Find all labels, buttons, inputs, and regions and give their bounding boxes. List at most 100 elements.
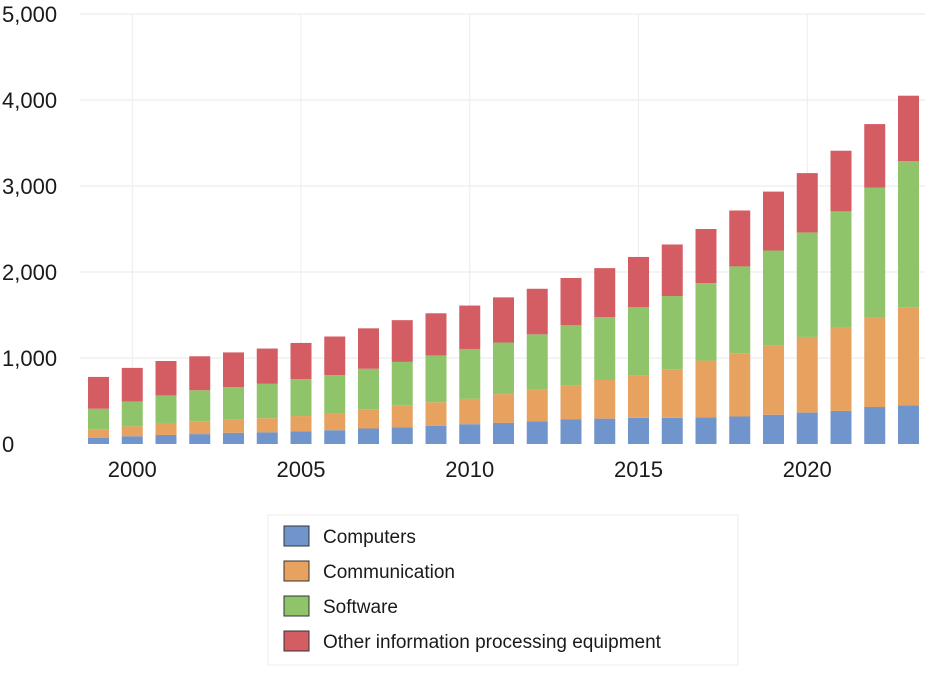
- bar-segment: [560, 419, 582, 444]
- bar-segment: [88, 408, 109, 430]
- x-tick-label: 2015: [614, 457, 663, 482]
- bar-segment: [493, 297, 514, 343]
- bar-segment: [594, 418, 616, 444]
- bar-segment: [796, 173, 818, 233]
- bar-segment: [256, 383, 278, 419]
- x-axis-ticks: 2000 2005 2010 2015 2020: [108, 457, 832, 482]
- bar-segment: [425, 425, 447, 444]
- y-tick-label: 2,000: [2, 260, 57, 285]
- bar-segment: [155, 395, 177, 423]
- bar-segment: [324, 375, 346, 414]
- bar-segment: [560, 385, 582, 420]
- bar-segment: [121, 426, 143, 437]
- bar-segment: [121, 367, 143, 402]
- bar-segment: [189, 356, 211, 391]
- bar-segment: [189, 434, 211, 444]
- bar-segment: [695, 229, 717, 284]
- y-axis-ticks: 0 1,000 2,000 3,000 4,000 5,000: [2, 2, 57, 457]
- legend-box: [267, 514, 739, 666]
- x-tick-label: 2010: [445, 457, 494, 482]
- bar-segment: [391, 361, 413, 406]
- bar-segment: [560, 278, 582, 326]
- legend-label: Other information processing equipment: [323, 632, 662, 653]
- bar-segment: [830, 211, 852, 328]
- bar-segment: [121, 401, 143, 427]
- bar-segment: [864, 317, 886, 408]
- bar-segment: [425, 402, 447, 426]
- bar-segment: [628, 256, 649, 308]
- bar-segment: [223, 352, 244, 388]
- bar-segment: [864, 187, 886, 318]
- bar-segment: [898, 405, 919, 444]
- bar-segment: [189, 390, 211, 422]
- bar-segment: [155, 361, 177, 396]
- bar-segment: [898, 161, 919, 308]
- bar-segment: [324, 430, 346, 444]
- bar-segment: [324, 413, 346, 431]
- bar-segment: [830, 150, 852, 212]
- bar-segment: [223, 419, 244, 433]
- bar-segment: [594, 268, 616, 318]
- bar-segment: [526, 288, 548, 335]
- bar-segment: [459, 424, 481, 444]
- bar-segment: [391, 320, 413, 362]
- bar-segment: [88, 429, 109, 438]
- bar-segment: [796, 336, 818, 413]
- bar-segment: [526, 334, 548, 390]
- bar-segment: [391, 427, 413, 444]
- bar-segment: [729, 266, 751, 354]
- bar-segment: [155, 422, 177, 435]
- bar-segment: [256, 418, 278, 433]
- bar-segment: [763, 345, 784, 415]
- bar-segment: [695, 283, 717, 361]
- bar-segment: [661, 417, 683, 444]
- bar-segment: [729, 416, 751, 444]
- bar-segment: [290, 416, 312, 432]
- bar-segment: [763, 191, 784, 251]
- bar-segment: [796, 232, 818, 337]
- bar-segment: [223, 432, 244, 444]
- bar-segment: [898, 307, 919, 406]
- bar-segment: [729, 210, 751, 267]
- bar-segment: [88, 437, 109, 444]
- bars-group: [88, 95, 919, 444]
- bar-segment: [560, 325, 582, 386]
- bar-segment: [526, 389, 548, 422]
- legend-label: Software: [323, 597, 398, 618]
- bar-segment: [628, 417, 649, 444]
- bar-segment: [290, 379, 312, 417]
- legend-label: Computers: [323, 527, 416, 548]
- x-tick-label: 2005: [277, 457, 326, 482]
- bar-segment: [628, 375, 649, 418]
- bar-segment: [493, 422, 514, 444]
- bar-segment: [830, 327, 852, 411]
- bar-segment: [661, 296, 683, 370]
- bar-segment: [358, 368, 379, 410]
- bar-segment: [425, 313, 447, 356]
- bar-segment: [763, 414, 784, 444]
- bar-segment: [864, 124, 886, 188]
- bar-segment: [358, 409, 379, 429]
- bar-segment: [425, 355, 447, 403]
- bar-segment: [459, 305, 481, 349]
- bar-segment: [189, 421, 211, 435]
- bar-segment: [324, 336, 346, 376]
- bar-segment: [493, 342, 514, 395]
- bar-segment: [526, 421, 548, 444]
- bar-segment: [256, 348, 278, 384]
- bar-segment: [358, 328, 379, 369]
- bar-segment: [594, 317, 616, 380]
- y-tick-label: 3,000: [2, 174, 57, 199]
- legend-swatch: [283, 560, 310, 582]
- bar-segment: [290, 342, 312, 380]
- bar-segment: [155, 434, 177, 444]
- legend: Computers Communication Software Other info…: [267, 514, 739, 666]
- bar-segment: [223, 387, 244, 420]
- bar-segment: [661, 369, 683, 418]
- bar-segment: [459, 398, 481, 425]
- bar-segment: [661, 244, 683, 297]
- y-tick-label: 0: [2, 432, 14, 457]
- bar-segment: [121, 436, 143, 444]
